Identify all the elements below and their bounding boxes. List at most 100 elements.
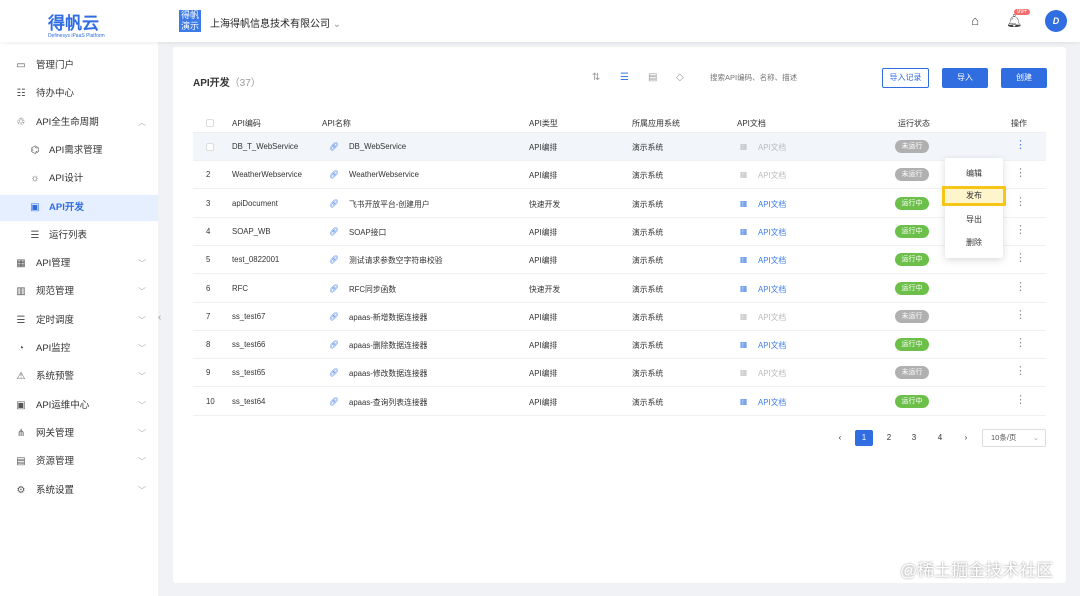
- api-name[interactable]: apaas-新增数据连接器: [349, 312, 428, 322]
- bell-icon[interactable]: 🔔︎: [1006, 13, 1023, 28]
- sidebar-item[interactable]: ◔ API监控 ﹀: [0, 336, 158, 362]
- prev-page-button[interactable]: ‹: [838, 433, 842, 442]
- api-code: RFC: [232, 283, 249, 293]
- sidebar-item[interactable]: ⚙ 系统设置 ﹀: [0, 478, 158, 504]
- sort-icon[interactable]: ⇅: [592, 72, 601, 83]
- api-name[interactable]: 飞书开放平台-创建用户: [349, 199, 430, 209]
- more-actions-icon[interactable]: ⋮: [1015, 280, 1026, 293]
- sidebar-item[interactable]: ▣ API开发: [0, 194, 158, 221]
- sidebar-item[interactable]: ▦ API管理 ﹀: [0, 251, 158, 277]
- more-actions-icon[interactable]: ⋮: [1015, 167, 1026, 180]
- document-icon[interactable]: ▤: [648, 72, 658, 83]
- table-row[interactable]: 6 RFC 🔗︎ RFC同步函数 快速开发 演示系统 ▦ API文档 运行中 ⋮: [193, 275, 1046, 303]
- page-4[interactable]: 4: [937, 433, 943, 442]
- search-input[interactable]: [710, 73, 820, 82]
- api-name[interactable]: apaas-修改数据连接器: [349, 369, 428, 379]
- more-actions-icon[interactable]: ⋮: [1015, 393, 1026, 406]
- sidebar-item[interactable]: ☰ 定时调度 ﹀: [0, 308, 158, 334]
- table-row[interactable]: 10 ss_test64 🔗︎ apaas-查询列表连接器 API编排 演示系统 …: [193, 388, 1046, 416]
- api-doc-link[interactable]: API文档: [758, 199, 787, 209]
- home-icon[interactable]: ⌂: [971, 13, 979, 28]
- api-doc-link[interactable]: API文档: [758, 256, 787, 266]
- api-type: API编排: [529, 369, 558, 379]
- menu-item-publish[interactable]: 发布: [942, 186, 1006, 206]
- page-1[interactable]: 1: [855, 430, 873, 446]
- sidebar-item-label: 规范管理: [36, 286, 75, 298]
- table-row[interactable]: 5 test_0822001 🔗︎ 测试请求参数空字符串校验 API编排 演示系统…: [193, 246, 1046, 275]
- import-log-button[interactable]: 导入记录: [882, 68, 929, 88]
- api-doc-link[interactable]: API文档: [758, 227, 787, 237]
- api-doc-link[interactable]: API文档: [758, 397, 787, 407]
- table-row[interactable]: 8 ss_test66 🔗︎ apaas-删除数据连接器 API编排 演示系统 ▦…: [193, 331, 1046, 360]
- more-actions-icon[interactable]: ⋮: [1015, 308, 1026, 321]
- import-button[interactable]: 导入: [942, 68, 988, 88]
- table-row[interactable]: 3 apiDocument 🔗︎ 飞书开放平台-创建用户 快速开发 演示系统 ▦ …: [193, 190, 1046, 218]
- sidebar-item[interactable]: ☰ 运行列表: [0, 223, 158, 249]
- status-badge: 未运行: [895, 168, 929, 182]
- doc-icon: ▦: [740, 283, 748, 293]
- table-row[interactable]: 9 ss_test65 🔗︎ apaas-修改数据连接器 API编排 演示系统 ▦…: [193, 359, 1046, 388]
- more-actions-icon[interactable]: ⋮: [1015, 337, 1026, 350]
- menu-item-export[interactable]: 导出: [966, 215, 982, 224]
- api-name[interactable]: apaas-查询列表连接器: [349, 397, 428, 407]
- sidebar-item-label: API运维中心: [36, 399, 90, 411]
- sidebar-item[interactable]: ♲ API全生命周期 ︿: [0, 110, 158, 136]
- sidebar-item[interactable]: ▭ 管理门户: [0, 53, 158, 79]
- more-actions-icon[interactable]: ⋮: [1015, 139, 1026, 151]
- sidebar-item[interactable]: ☷ 待办中心: [0, 81, 158, 107]
- table-row[interactable]: 2 WeatherWebservice 🔗︎ WeatherWebservice …: [193, 161, 1046, 190]
- api-doc-link[interactable]: API文档: [758, 341, 787, 351]
- sidebar: ▭ 管理门户 ☷ 待办中心 ♲ API全生命周期 ︿ ⌬ API需求管理 ☼ API设计 ▣ API开发…: [0, 42, 158, 596]
- sidebar-item[interactable]: ☼ API设计: [0, 166, 158, 192]
- table-row[interactable]: 7 ss_test67 🔗︎ apaas-新增数据连接器 API编排 演示系统 ▦…: [193, 303, 1046, 331]
- sidebar-item-label: 系统预警: [36, 371, 75, 383]
- sidebar-item[interactable]: ▥ 规范管理 ﹀: [0, 279, 158, 305]
- more-actions-icon[interactable]: ⋮: [1015, 365, 1026, 378]
- sidebar-item[interactable]: ⌬ API需求管理: [0, 138, 158, 164]
- sidebar-item[interactable]: ▤ 资源管理 ﹀: [0, 449, 158, 475]
- api-name[interactable]: SOAP接口: [349, 227, 387, 237]
- page-2[interactable]: 2: [886, 433, 892, 442]
- menu-icon: ▤: [16, 456, 26, 468]
- sidebar-item[interactable]: ⋔ 网关管理 ﹀: [0, 421, 158, 447]
- api-name[interactable]: apaas-删除数据连接器: [349, 341, 428, 351]
- collapse-sidebar-icon[interactable]: ‹: [158, 312, 162, 323]
- select-all-checkbox[interactable]: [206, 119, 214, 127]
- sidebar-item[interactable]: ▣ API运维中心 ﹀: [0, 393, 158, 419]
- api-name[interactable]: RFC同步函数: [349, 284, 397, 294]
- filter-list-icon[interactable]: ☰: [620, 72, 629, 83]
- status-badge: 运行中: [895, 224, 929, 238]
- tag-icon[interactable]: ◇: [676, 72, 684, 83]
- row-checkbox[interactable]: [206, 143, 214, 151]
- page-3[interactable]: 3: [911, 433, 917, 442]
- page-size-select[interactable]: 10条/页 ⌄: [982, 429, 1046, 447]
- chevron-down-icon: ﹀: [138, 485, 146, 495]
- create-button[interactable]: 创建: [1001, 68, 1047, 88]
- more-actions-icon[interactable]: ⋮: [1015, 195, 1026, 208]
- more-actions-icon[interactable]: ⋮: [1015, 252, 1026, 265]
- menu-item-delete[interactable]: 删除: [966, 238, 982, 247]
- sidebar-item-label: 待办中心: [36, 88, 75, 100]
- top-header: 得帆云 Definesys iPaaS Platform 得帆演示 上海得帆信息技…: [0, 0, 1080, 42]
- sidebar-item-label: API需求管理: [49, 144, 103, 156]
- table-row[interactable]: DB_T_WebService 🔗︎ DB_WebService API编排 演…: [193, 133, 1046, 161]
- next-page-button[interactable]: ›: [964, 433, 968, 442]
- avatar[interactable]: D: [1045, 10, 1067, 32]
- menu-item-edit[interactable]: 编辑: [966, 169, 982, 178]
- table-row[interactable]: 4 SOAP_WB 🔗︎ SOAP接口 API编排 演示系统 ▦ API文档 运行…: [193, 218, 1046, 246]
- row-index: 2: [206, 170, 211, 180]
- api-code: test_0822001: [232, 255, 280, 265]
- api-code: apiDocument: [232, 198, 278, 208]
- more-actions-icon[interactable]: ⋮: [1015, 223, 1026, 236]
- api-name[interactable]: WeatherWebservice: [349, 170, 419, 180]
- api-type: API编排: [529, 312, 558, 322]
- status-badge: 运行中: [895, 196, 929, 210]
- api-name[interactable]: DB_WebService: [349, 142, 407, 151]
- sidebar-item[interactable]: ⚠ 系统预警 ﹀: [0, 364, 158, 390]
- sidebar-item-label: 运行列表: [49, 229, 88, 241]
- logo[interactable]: 得帆云 Definesys iPaaS Platform: [48, 14, 105, 39]
- org-switcher[interactable]: 上海得帆信息技术有限公司 ⌄: [210, 19, 342, 30]
- api-doc-link[interactable]: API文档: [758, 284, 787, 294]
- api-name[interactable]: 测试请求参数空字符串校验: [349, 256, 443, 266]
- menu-icon: ⚠: [16, 371, 26, 383]
